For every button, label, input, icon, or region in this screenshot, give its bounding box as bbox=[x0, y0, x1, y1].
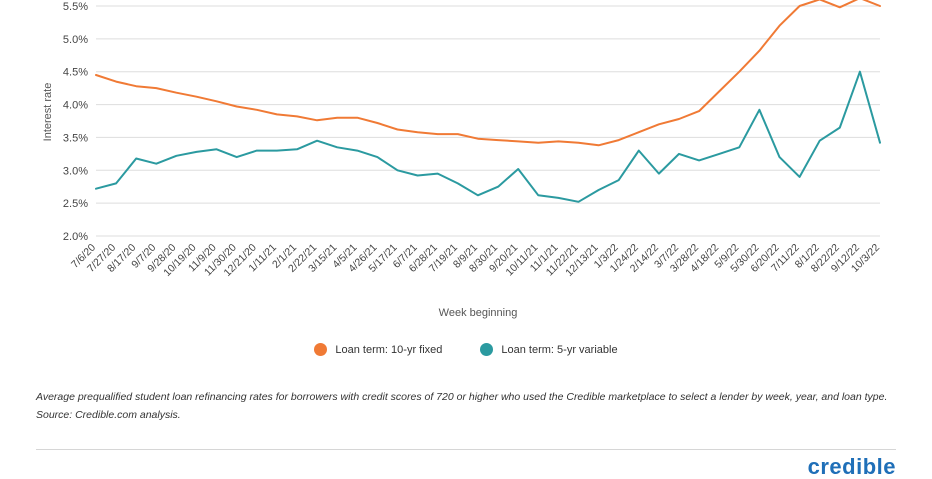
line-chart: 2.0% 2.5% 3.0% 3.5% 4.0% 4.5% 5.0% 5.5% 7/6/207… bbox=[42, 0, 882, 319]
series-lines bbox=[95, 0, 881, 203]
legend-label-variable: Loan term: 5-yr variable bbox=[501, 343, 618, 356]
y-axis-title: Interest rate bbox=[42, 83, 54, 142]
footer-divider bbox=[36, 449, 896, 450]
y-axis-ticks: 2.0% 2.5% 3.0% 3.5% 4.0% 4.5% 5.0% 5.5% bbox=[63, 1, 88, 243]
series-line-5yr-variable bbox=[95, 70, 881, 203]
y-tick-label: 4.5% bbox=[63, 67, 88, 79]
y-tick-label: 4.0% bbox=[63, 100, 88, 112]
legend-swatch-fixed bbox=[314, 343, 328, 356]
chart-legend: Loan term: 10-yr fixed Loan term: 5-yr v… bbox=[0, 343, 932, 356]
y-tick-label: 2.5% bbox=[63, 198, 88, 210]
legend-item-fixed: Loan term: 10-yr fixed bbox=[314, 343, 442, 356]
y-tick-label: 3.5% bbox=[63, 132, 88, 144]
gridlines bbox=[96, 5, 880, 237]
y-tick-label: 5.0% bbox=[63, 34, 88, 46]
x-axis-ticks: 7/6/207/27/208/17/209/7/209/28/2010/19/2… bbox=[69, 242, 882, 280]
chart-caption: Average prequalified student loan refina… bbox=[36, 391, 888, 421]
legend-item-variable: Loan term: 5-yr variable bbox=[480, 343, 618, 356]
x-axis-title: Week beginning bbox=[439, 307, 518, 319]
series-line-10yr-fixed bbox=[95, 0, 881, 147]
y-tick-label: 3.0% bbox=[63, 165, 88, 177]
legend-swatch-variable bbox=[480, 343, 494, 356]
legend-label-fixed: Loan term: 10-yr fixed bbox=[335, 343, 443, 356]
y-tick-label: 5.5% bbox=[63, 1, 88, 13]
y-tick-label: 2.0% bbox=[63, 231, 88, 243]
brand-logo: credible bbox=[807, 454, 896, 479]
